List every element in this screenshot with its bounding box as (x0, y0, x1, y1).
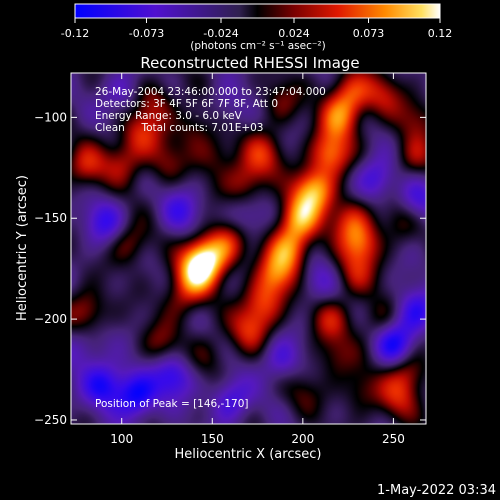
chart-title: Reconstructed RHESSI Image (140, 54, 359, 72)
y-tick-label: −250 (34, 413, 67, 427)
x-tick-label: 150 (201, 432, 224, 446)
plot-area: 100 150 200 250 −100 −150 −200 −250 (34, 72, 427, 446)
info-line-clean-counts: Clean Total counts: 7.01E+03 (95, 122, 264, 134)
y-tick-label: −100 (34, 110, 67, 124)
info-line-energy: Energy Range: 3.0 - 6.0 keV (95, 110, 243, 122)
colorbar-tick-label: 0.073 (353, 27, 385, 40)
colorbar: -0.12 -0.073 -0.024 0.024 0.073 0.12 (photons… (61, 3, 452, 52)
colorbar-gradient (74, 3, 441, 19)
x-axis-ticks: 100 150 200 250 (110, 73, 405, 446)
info-block: 26-May-2004 23:46:00.000 to 23:47:04.000… (95, 86, 326, 134)
x-tick-label: 250 (382, 432, 405, 446)
y-axis-label: Heliocentric Y (arcsec) (15, 175, 30, 321)
footer-timestamp: 1-May-2022 03:34 (377, 483, 496, 498)
colorbar-tick-label: -0.073 (129, 27, 164, 40)
colorbar-unit: (photons cm⁻² s⁻¹ asec⁻²) (190, 40, 325, 52)
info-line-detectors: Detectors: 3F 4F 5F 6F 7F 8F, Att 0 (95, 98, 278, 110)
y-axis-ticks: −100 −150 −200 −250 (34, 110, 426, 427)
colorbar-tick-label: -0.024 (203, 27, 238, 40)
x-tick-label: 100 (110, 432, 133, 446)
info-line-time: 26-May-2004 23:46:00.000 to 23:47:04.000 (95, 86, 326, 98)
peak-position-label: Position of Peak = [146,-170] (95, 398, 249, 410)
x-tick-label: 200 (291, 432, 314, 446)
plot-frame (70, 72, 427, 425)
y-tick-label: −200 (34, 312, 67, 326)
colorbar-tick-label: 0.024 (278, 27, 310, 40)
colorbar-tick-label: -0.12 (61, 27, 89, 40)
x-axis-label: Heliocentric X (arcsec) (175, 447, 322, 462)
colorbar-ticks: -0.12 -0.073 -0.024 0.024 0.073 0.12 (61, 18, 452, 40)
colorbar-tick-label: 0.12 (428, 27, 453, 40)
y-tick-label: −150 (34, 211, 67, 225)
